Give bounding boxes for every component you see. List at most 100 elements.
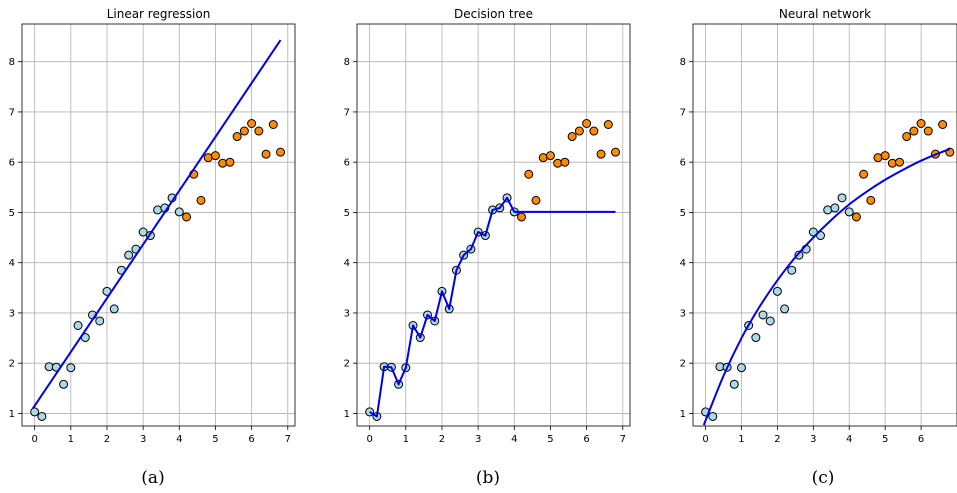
y-tick-label: 5 (680, 208, 686, 219)
y-tick-label: 5 (9, 208, 15, 219)
y-tick-label: 7 (344, 107, 350, 118)
test-point (860, 170, 868, 178)
caption-c: (c) (793, 468, 853, 488)
x-tick-label: 1 (738, 434, 744, 445)
test-point (910, 127, 918, 135)
test-point (233, 133, 241, 141)
x-tick-label: 4 (511, 434, 517, 445)
chart-panel-3: 0 1 2 3 4 5 6 1 2 3 4 5 6 7 8 Neural network (680, 7, 957, 445)
test-point (183, 213, 191, 221)
test-point (924, 127, 932, 135)
train-point (67, 364, 75, 372)
y-tick-label: 4 (344, 258, 350, 269)
test-point (939, 121, 947, 129)
train-point (788, 266, 796, 274)
test-point (525, 170, 533, 178)
train-point (781, 305, 789, 313)
test-point (219, 159, 227, 167)
train-point (737, 364, 745, 372)
train-point (831, 204, 839, 212)
y-tick-label: 6 (9, 158, 15, 169)
y-tick-label: 8 (9, 57, 15, 68)
y-tick-label: 1 (344, 409, 350, 420)
x-tick-label: 3 (140, 434, 146, 445)
y-tick-label: 5 (344, 208, 350, 219)
plot-area (702, 119, 954, 425)
test-point (204, 154, 212, 162)
y-tick-label: 4 (680, 258, 686, 269)
x-tick-label: 6 (583, 434, 589, 445)
y-tick-label: 2 (344, 359, 350, 370)
caption-b: (b) (458, 468, 518, 488)
x-tick-label: 3 (475, 434, 481, 445)
train-point (175, 208, 183, 216)
test-point (197, 196, 205, 204)
y-tick-label: 3 (9, 308, 15, 319)
y-tick-label: 7 (680, 107, 686, 118)
test-point (518, 213, 526, 221)
test-point (561, 158, 569, 166)
test-point (226, 158, 234, 166)
test-point (255, 127, 263, 135)
x-tick-label: 1 (403, 434, 409, 445)
train-point (96, 317, 104, 325)
test-point (590, 127, 598, 135)
chart-panel-1: 0 1 2 3 4 5 6 7 1 2 3 4 5 6 7 8 Linear regression (9, 7, 295, 445)
test-point (896, 158, 904, 166)
x-tick-label: 0 (366, 434, 372, 445)
fit-line (370, 198, 616, 417)
train-point (709, 412, 717, 420)
train-point (752, 334, 760, 342)
x-tick-label: 0 (31, 434, 37, 445)
test-point (917, 119, 925, 127)
test-point (546, 152, 554, 160)
y-tick-label: 8 (344, 57, 350, 68)
chart-title: Decision tree (454, 7, 533, 21)
x-tick-label: 2 (439, 434, 445, 445)
y-tick-label: 7 (9, 107, 15, 118)
x-tick-label: 7 (285, 434, 291, 445)
test-point (568, 133, 576, 141)
chart-title: Neural network (779, 7, 871, 21)
y-tick-label: 8 (680, 57, 686, 68)
test-point (583, 119, 591, 127)
test-point (575, 127, 583, 135)
train-point (730, 380, 738, 388)
y-tick-label: 6 (680, 158, 686, 169)
train-point (31, 408, 39, 416)
x-tick-label: 6 (918, 434, 924, 445)
fit-line (33, 40, 281, 408)
test-point (240, 127, 248, 135)
y-tick-label: 2 (9, 359, 15, 370)
train-point (838, 194, 846, 202)
x-tick-label: 3 (810, 434, 816, 445)
test-point (554, 159, 562, 167)
plot-area (366, 119, 620, 420)
train-point (38, 412, 46, 420)
fit-line (704, 149, 950, 425)
test-point (867, 196, 875, 204)
test-point (277, 148, 285, 156)
x-tick-label: 0 (702, 434, 708, 445)
train-point (773, 287, 781, 295)
train-point (110, 305, 118, 313)
plot-frame (22, 24, 295, 426)
test-point (532, 196, 540, 204)
y-tick-label: 1 (680, 409, 686, 420)
train-point (60, 380, 68, 388)
test-point (539, 154, 547, 162)
x-tick-label: 5 (547, 434, 553, 445)
test-point (903, 133, 911, 141)
test-point (881, 152, 889, 160)
train-point (125, 251, 133, 259)
train-point (766, 317, 774, 325)
y-tick-label: 6 (344, 158, 350, 169)
plot-frame (357, 24, 630, 426)
x-tick-label: 7 (620, 434, 626, 445)
test-point (612, 148, 620, 156)
train-point (845, 208, 853, 216)
chart-panel-2: 0 1 2 3 4 5 6 7 1 2 3 4 5 6 7 8 Decision tree (344, 7, 630, 445)
x-tick-label: 5 (212, 434, 218, 445)
y-tick-label: 3 (344, 308, 350, 319)
